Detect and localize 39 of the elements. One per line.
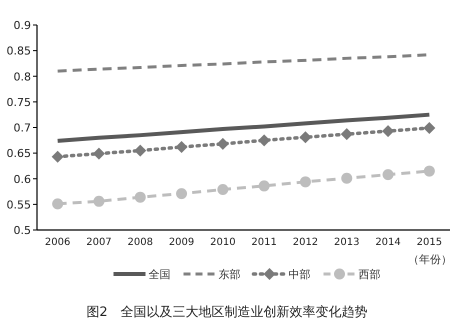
y-tick-label: 0.7	[14, 122, 31, 134]
x-tick-label: 2009	[168, 237, 194, 248]
y-tick-label: 0.55	[6, 198, 31, 212]
point	[217, 184, 228, 196]
y-tick-label: 0.6	[14, 172, 31, 186]
x-tick-label: 2015	[416, 237, 442, 248]
x-tick-label: 2008	[128, 237, 153, 248]
point	[341, 172, 352, 184]
point	[92, 148, 105, 160]
y-tick-label: 0.9	[14, 19, 31, 32]
x-tick-label: 2013	[334, 237, 360, 248]
x-tick-label: 2006	[44, 237, 70, 248]
legend-label: 全国	[148, 268, 170, 281]
text: 图2 全国以及三大地区制造业创新效率变化趋势	[86, 304, 368, 320]
point	[134, 144, 146, 157]
x-tick-label: 2011	[251, 237, 277, 248]
y-tick-label: 0.5	[14, 224, 31, 237]
point	[52, 150, 64, 163]
x-tick-label: 2014	[375, 237, 401, 248]
point	[176, 188, 188, 200]
point	[134, 192, 146, 203]
point	[300, 176, 311, 188]
point	[424, 166, 435, 177]
y-tick-label: 0.65	[6, 147, 31, 160]
point	[93, 196, 104, 207]
y-tick-label: 0.75	[6, 96, 31, 109]
point	[382, 169, 394, 180]
x-tick-label: 2012	[292, 237, 318, 248]
x-tick-label: 2010	[210, 237, 236, 248]
point	[176, 140, 188, 153]
legend-label: 西部	[358, 268, 380, 281]
x-tick-label: 2007	[86, 237, 112, 248]
legend-label: 中部	[288, 268, 310, 281]
y-tick-label: 0.85	[6, 44, 31, 58]
point	[258, 180, 270, 192]
point	[52, 198, 64, 210]
y-tick-label: 0.8	[14, 70, 31, 84]
legend-label: 东部	[218, 268, 240, 281]
x-axis-title: （年份）	[408, 253, 452, 266]
